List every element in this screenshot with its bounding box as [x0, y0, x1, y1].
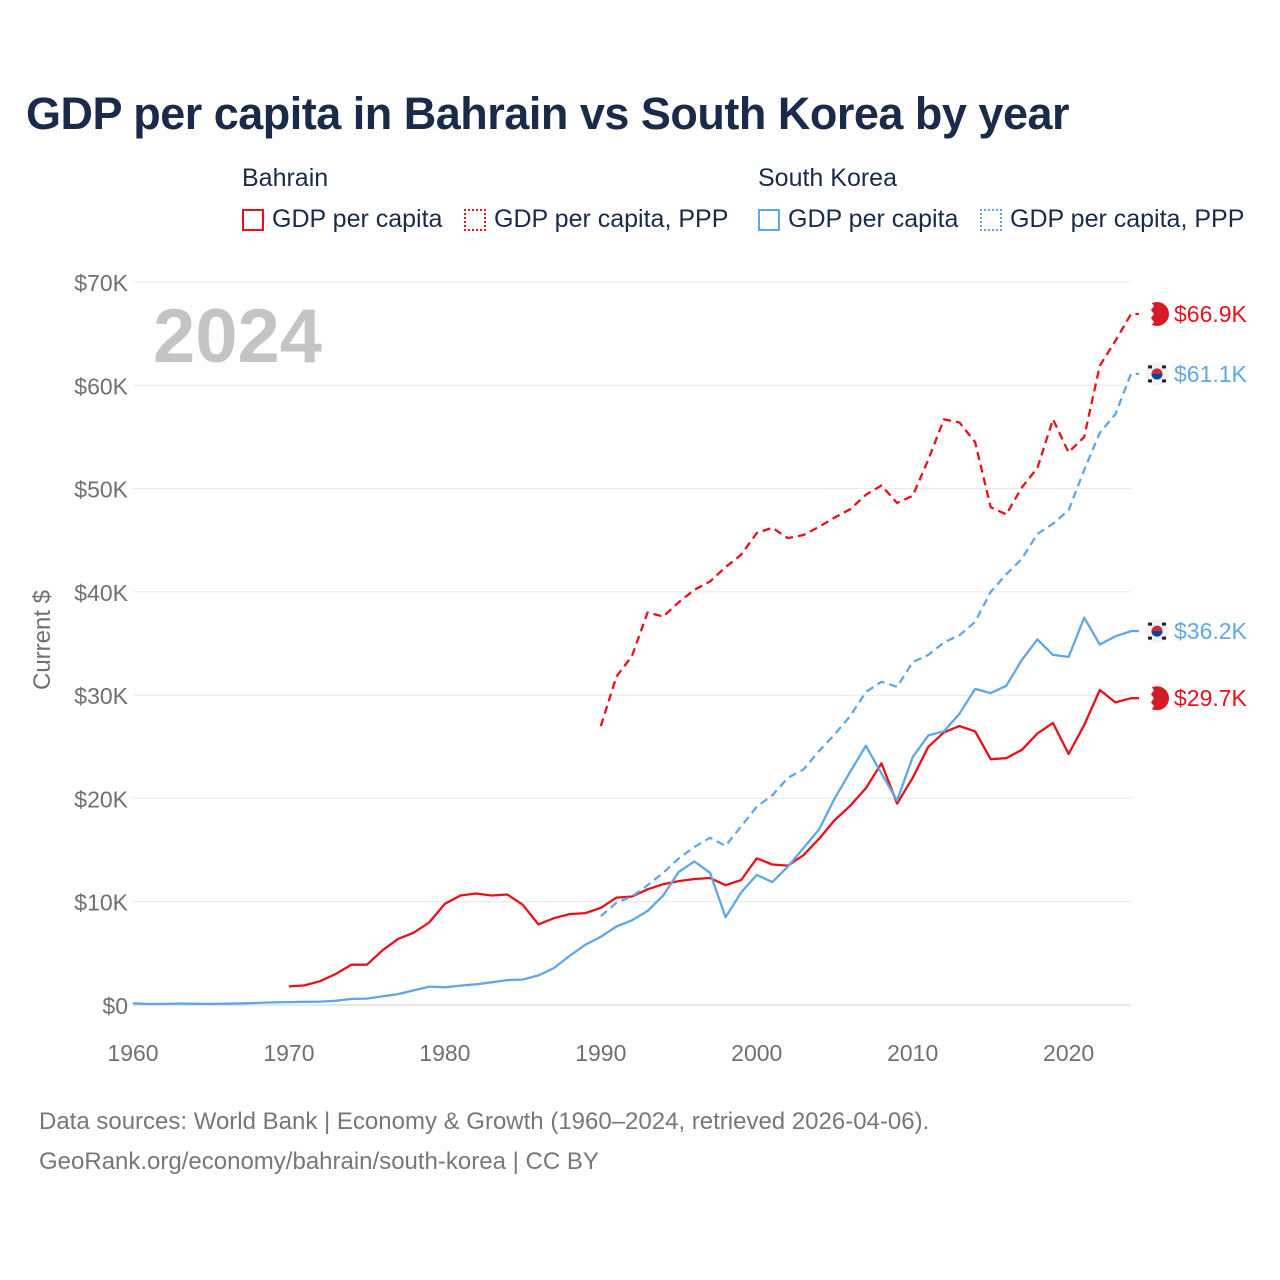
y-tick-label: $40K — [74, 580, 128, 606]
source-line-2[interactable]: GeoRank.org/economy/bahrain/south-korea … — [39, 1148, 599, 1175]
end-value-label: $29.7K — [1174, 685, 1248, 711]
y-axis-label: Current $ — [29, 590, 56, 690]
y-tick-label: $60K — [74, 373, 128, 399]
legend-swatch-solid-red — [242, 208, 264, 231]
series-line-2[interactable] — [132, 616, 1139, 1006]
x-tick-label: 1980 — [419, 1040, 470, 1066]
x-ticks: 1960 1970 1980 1990 2000 2010 2020 — [107, 1040, 1094, 1066]
legend-label: GDP per capita, PPP — [1010, 205, 1245, 233]
end-value-label: $66.9K — [1174, 301, 1248, 327]
legend-swatch-solid-blue — [758, 208, 780, 231]
korea-flag-icon — [1145, 619, 1169, 644]
legend-swatch-dotted-red — [464, 208, 486, 231]
legend-item-bahrain-ppp[interactable]: GDP per capita, PPP — [464, 205, 728, 234]
y-tick-label: $0 — [102, 993, 128, 1019]
x-tick-label: 1990 — [575, 1040, 626, 1066]
y-tick-label: $70K — [74, 270, 128, 296]
series-line-0[interactable] — [288, 688, 1139, 988]
bahrain-flag-icon — [1145, 686, 1169, 711]
end-value-label: $36.2K — [1174, 618, 1248, 644]
legend-label: GDP per capita — [788, 205, 959, 233]
series-line-1[interactable] — [599, 312, 1139, 727]
bahrain-flag-icon — [1145, 302, 1169, 327]
x-tick-label: 1970 — [263, 1040, 314, 1066]
legend-item-korea-gdp[interactable]: GDP per capita — [758, 205, 958, 234]
y-tick-label: $50K — [74, 477, 128, 503]
x-tick-label: 2020 — [1043, 1040, 1094, 1066]
x-tick-label: 1960 — [107, 1040, 158, 1066]
end-value-label: $61.1K — [1174, 361, 1248, 387]
x-tick-label: 2000 — [731, 1040, 782, 1066]
y-tick-label: $30K — [74, 683, 128, 709]
y-ticks: $0 $10K $20K $30K $40K $50K $60K $70K — [74, 270, 128, 1019]
end-labels: $29.7K $66.9K $36.2K $61.1K — [1145, 301, 1248, 711]
series-lines — [132, 312, 1139, 1006]
source-line-1: Data sources: World Bank | Economy & Gro… — [39, 1108, 930, 1135]
korea-flag-icon — [1145, 361, 1169, 386]
y-tick-label: $10K — [74, 890, 128, 916]
x-tick-label: 2010 — [887, 1040, 938, 1066]
legend-label: GDP per capita — [272, 205, 443, 233]
legend-label: GDP per capita, PPP — [494, 205, 729, 233]
legend-title-korea: South Korea — [758, 164, 897, 192]
series-line-3[interactable] — [600, 372, 1139, 918]
y-tick-label: $20K — [74, 786, 128, 812]
legend-item-bahrain-gdp[interactable]: GDP per capita — [242, 205, 442, 234]
grid — [133, 281, 1131, 1006]
legend-swatch-dotted-blue — [980, 208, 1002, 231]
year-watermark: 2024 — [153, 294, 322, 379]
chart-title: GDP per capita in Bahrain vs South Korea… — [26, 88, 1070, 139]
legend-item-korea-ppp[interactable]: GDP per capita, PPP — [980, 205, 1244, 234]
legend-title-bahrain: Bahrain — [242, 164, 329, 192]
